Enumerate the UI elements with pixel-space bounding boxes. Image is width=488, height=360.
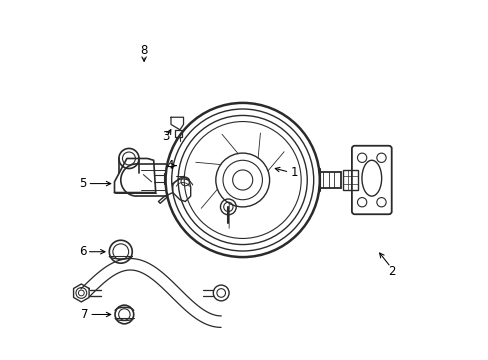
Text: 3: 3 [163, 130, 170, 144]
Text: 6: 6 [79, 245, 86, 258]
Text: 5: 5 [79, 177, 87, 190]
Text: 1: 1 [290, 166, 298, 179]
Bar [343, 170, 357, 190]
Text: 4: 4 [166, 159, 173, 172]
Text: 8: 8 [140, 44, 147, 57]
Text: 7: 7 [81, 308, 88, 321]
Text: 2: 2 [387, 265, 394, 278]
